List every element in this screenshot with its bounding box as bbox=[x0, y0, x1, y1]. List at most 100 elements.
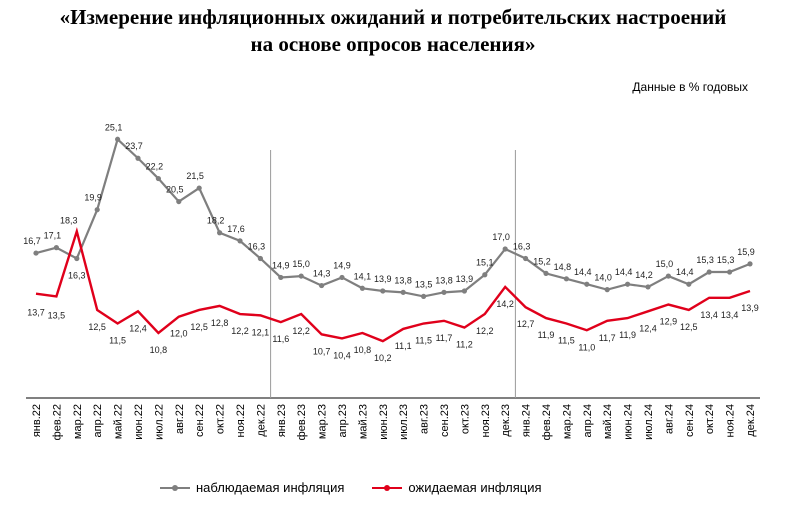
data-point-observed bbox=[441, 289, 447, 295]
data-label-observed: 18,2 bbox=[207, 216, 225, 226]
data-label-expected: 13,9 bbox=[741, 303, 759, 313]
legend: наблюдаемая инфляция ожидаемая инфляция bbox=[160, 480, 570, 495]
data-label-observed: 15,0 bbox=[656, 259, 674, 269]
data-point-observed bbox=[135, 155, 141, 161]
data-label-observed: 16,3 bbox=[513, 241, 531, 251]
data-label-observed: 15,0 bbox=[292, 259, 310, 269]
data-label-expected: 13,5 bbox=[48, 310, 66, 320]
title-line-2: на основе опросов населения» bbox=[250, 32, 536, 56]
data-label-expected: 10,4 bbox=[333, 350, 351, 360]
data-label-observed: 15,3 bbox=[696, 255, 714, 265]
data-point-observed bbox=[604, 287, 610, 293]
data-point-observed bbox=[482, 272, 488, 278]
x-tick-label: апр.23 bbox=[337, 404, 349, 437]
data-label-observed: 14,1 bbox=[354, 271, 372, 281]
chart-title: «Измерение инфляционных ожиданий и потре… bbox=[0, 4, 786, 58]
x-tick-label: фев.23 bbox=[296, 404, 308, 440]
data-point-observed bbox=[543, 270, 549, 276]
data-label-observed: 17,1 bbox=[44, 231, 62, 241]
x-tick-label: июл.24 bbox=[643, 404, 655, 440]
data-point-observed bbox=[257, 255, 263, 262]
title-line-1: «Измерение инфляционных ожиданий и потре… bbox=[59, 5, 727, 29]
x-tick-label: окт.24 bbox=[704, 404, 716, 434]
legend-item-expected: ожидаемая инфляция bbox=[372, 480, 542, 495]
data-label-observed: 15,1 bbox=[476, 258, 494, 268]
data-point-observed bbox=[706, 269, 712, 275]
x-tick-label: сен.24 bbox=[684, 404, 696, 437]
x-tick-label: авг.22 bbox=[174, 404, 186, 434]
data-point-observed bbox=[523, 255, 529, 262]
data-label-observed: 16,7 bbox=[23, 236, 41, 246]
series-line-observed bbox=[35, 137, 751, 298]
x-tick-label: дек.24 bbox=[745, 404, 757, 437]
data-point-observed bbox=[298, 273, 304, 279]
x-tick-label: фев.24 bbox=[541, 404, 553, 440]
data-label-observed: 16,3 bbox=[68, 270, 86, 280]
data-label-expected: 11,9 bbox=[619, 330, 636, 340]
data-label-expected: 14,2 bbox=[496, 299, 514, 309]
data-point-observed bbox=[645, 284, 651, 290]
legend-label-observed: наблюдаемая инфляция bbox=[196, 480, 345, 495]
data-point-observed bbox=[625, 281, 631, 287]
data-point-observed bbox=[461, 288, 467, 294]
x-tick-label: июн.23 bbox=[378, 404, 390, 440]
data-point-observed bbox=[237, 238, 243, 244]
data-point-observed bbox=[115, 136, 121, 142]
data-label-expected: 11,2 bbox=[456, 340, 473, 350]
data-label-observed: 14,3 bbox=[313, 269, 331, 279]
data-point-observed bbox=[53, 245, 60, 251]
x-tick-label: дек.22 bbox=[255, 404, 267, 437]
data-label-expected: 10,7 bbox=[313, 346, 331, 356]
legend-item-observed: наблюдаемая инфляция bbox=[160, 480, 344, 495]
x-tick-label: май.24 bbox=[602, 404, 614, 439]
data-label-observed: 21,5 bbox=[186, 171, 204, 181]
data-label-observed: 13,8 bbox=[435, 275, 453, 285]
x-tick-label: янв.23 bbox=[276, 404, 288, 437]
data-point-observed bbox=[74, 255, 80, 262]
data-label-expected: 11,5 bbox=[109, 336, 126, 346]
legend-swatch-observed bbox=[160, 484, 190, 491]
data-label-observed: 19,9 bbox=[84, 193, 102, 203]
data-point-observed bbox=[339, 274, 345, 281]
data-label-expected: 11,0 bbox=[578, 342, 595, 352]
data-label-expected: 12,7 bbox=[517, 319, 535, 329]
x-tick-label: сен.23 bbox=[439, 404, 451, 437]
data-label-expected: 12,4 bbox=[639, 323, 657, 333]
data-label-expected: 12,5 bbox=[88, 322, 106, 332]
data-label-observed: 14,4 bbox=[615, 267, 633, 277]
data-label-expected: 13,4 bbox=[721, 310, 739, 320]
data-point-observed bbox=[217, 230, 223, 236]
x-tick-label: июн.22 bbox=[133, 404, 145, 440]
data-label-observed: 22,2 bbox=[146, 162, 164, 172]
x-tick-label: окт.23 bbox=[459, 404, 471, 434]
data-label-observed: 15,3 bbox=[717, 255, 735, 265]
data-label-observed: 13,9 bbox=[374, 274, 392, 284]
x-tick-label: май.23 bbox=[357, 404, 369, 439]
data-point-observed bbox=[686, 281, 692, 287]
data-label-observed: 14,8 bbox=[554, 262, 572, 272]
data-label-observed: 13,9 bbox=[456, 274, 474, 284]
data-label-expected: 11,5 bbox=[415, 336, 432, 346]
x-tick-label: авг.23 bbox=[419, 404, 431, 434]
data-label-expected: 12,9 bbox=[660, 317, 678, 327]
x-tick-label: июл.23 bbox=[398, 404, 410, 440]
data-point-observed bbox=[665, 273, 672, 279]
x-tick-label: сен.22 bbox=[194, 404, 206, 437]
data-label-observed: 14,4 bbox=[676, 267, 694, 277]
data-point-observed bbox=[319, 282, 325, 289]
x-tick-label: янв.24 bbox=[521, 404, 533, 437]
data-label-expected: 11,1 bbox=[395, 341, 412, 351]
x-tick-label: мар.23 bbox=[317, 404, 329, 439]
data-label-observed: 25,1 bbox=[105, 122, 123, 132]
data-label-expected: 10,8 bbox=[150, 345, 168, 355]
data-point-observed bbox=[176, 198, 182, 205]
x-tick-label: ноя.23 bbox=[480, 404, 492, 437]
data-label-expected: 13,4 bbox=[700, 310, 718, 320]
x-tick-label: июл.22 bbox=[153, 404, 165, 440]
data-point-observed bbox=[94, 207, 100, 213]
data-label-observed: 14,9 bbox=[272, 260, 290, 270]
data-point-observed bbox=[584, 281, 590, 287]
x-tick-label: мар.24 bbox=[561, 404, 573, 439]
data-label-expected: 11,7 bbox=[436, 333, 453, 343]
x-tick-label: ноя.24 bbox=[725, 404, 737, 437]
